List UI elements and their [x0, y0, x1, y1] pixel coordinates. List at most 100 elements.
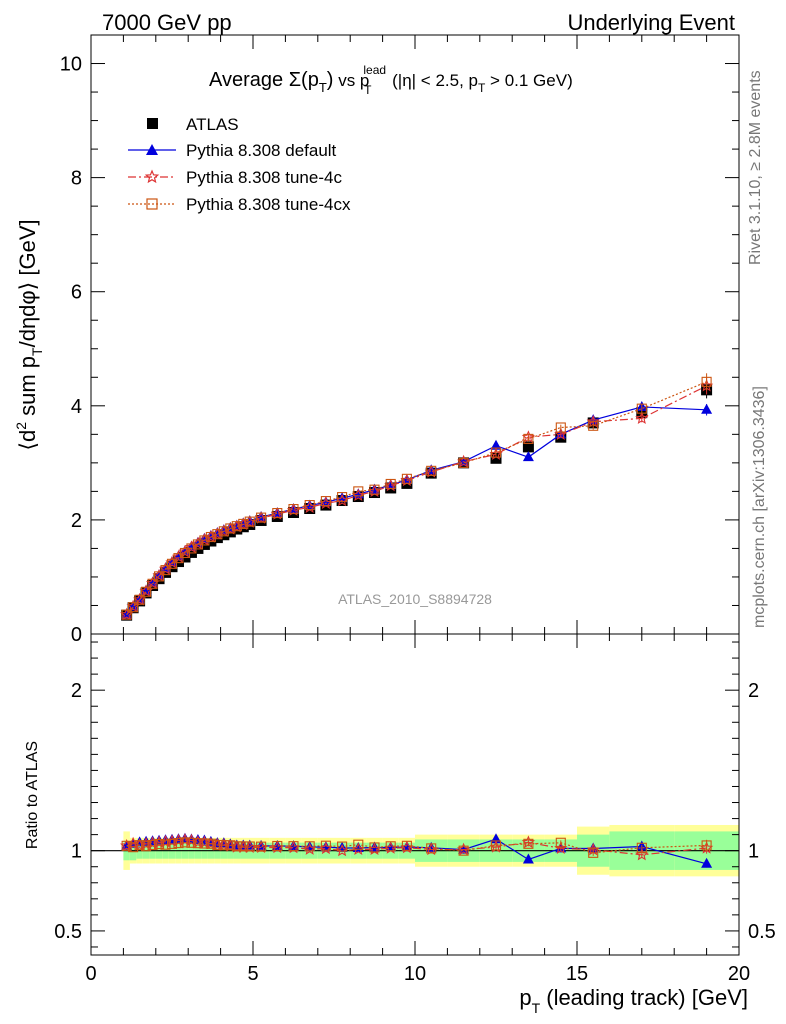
tune4cx-ratio-point	[320, 840, 331, 851]
tune4cx-ratio-point	[369, 842, 380, 853]
x-tick-label: 15	[566, 963, 588, 985]
atlas-data-point	[490, 452, 502, 464]
tune4cx-point	[256, 512, 267, 523]
ratio-plot-series	[120, 832, 714, 868]
tune4cx-ratio-point	[588, 847, 599, 858]
main-y-axis-label: ⟨d2 sum pT/dηdφ⟩ [GeV]	[13, 219, 45, 450]
axis-tick-labels: 0 5 10 15 20 0 2 4 6 8 10 0.5 0.5 1 1 2 2	[54, 54, 776, 985]
tune4cx-ratio-point	[205, 838, 216, 849]
legend-tune4c-marker	[144, 169, 160, 184]
tune4cx-ratio-point	[199, 838, 210, 849]
tune4cx-ratio-point	[701, 840, 712, 851]
x-tick-label: 10	[404, 963, 426, 985]
tune4cx-point	[385, 478, 396, 490]
tune4c-point	[635, 411, 649, 424]
atlas-data-point	[172, 556, 184, 568]
tune4cx-ratio-point	[490, 840, 502, 851]
tune4cx-ratio-point	[458, 845, 469, 856]
tune4cx-ratio-point	[385, 841, 396, 852]
tune4cx-point	[490, 447, 502, 458]
tune4cx-ratio-point	[212, 839, 223, 851]
default-point	[490, 439, 502, 450]
tune4cx-ratio-point	[244, 841, 255, 852]
tune4cx-point	[304, 500, 315, 511]
tune4cx-point	[212, 529, 223, 540]
tune4cx-point	[121, 609, 132, 620]
tune4cx-point	[225, 523, 236, 534]
analysis-watermark: ATLAS_2010_S8894728	[338, 591, 492, 607]
default-point	[522, 451, 534, 462]
ratio-y-axis-label: Ratio to ATLAS	[24, 741, 41, 849]
tune4cx-ratio-point	[555, 837, 566, 848]
mcplots-info-label: mcplots.cern.ch [arXiv:1306.3436]	[751, 386, 768, 628]
tune4cx-ratio-point	[153, 839, 165, 850]
tune4cx-ratio-point	[218, 840, 229, 851]
tune4cx-point	[701, 376, 712, 387]
tune4cx-point	[320, 496, 331, 507]
tune4cx-point	[128, 602, 139, 613]
tune4cx-point	[401, 473, 412, 484]
tune4cx-point	[153, 571, 165, 582]
ratio-plot-frame	[90, 633, 740, 956]
atlas-data-point	[218, 529, 230, 541]
ratio-y-tick-label: 0.5	[54, 921, 82, 943]
header-left: 7000 GeV pp	[102, 10, 232, 35]
tune4cx-point	[555, 422, 566, 433]
tune4cx-point	[147, 578, 158, 589]
tune4c-line	[126, 385, 707, 615]
atlas-data-point	[211, 532, 223, 544]
main-y-tick-label: 8	[71, 168, 82, 190]
x-tick-label: 5	[247, 963, 258, 985]
tune4cx-point	[199, 535, 210, 546]
atlas-data-point	[166, 561, 178, 573]
tune4cx-point	[134, 594, 145, 605]
ratio-y-tick-label-right: 2	[748, 680, 759, 702]
ratio-y-tick-label: 1	[71, 841, 82, 863]
tune4cx-ratio-point	[337, 841, 348, 852]
tune4cx-ratio-point	[141, 841, 152, 852]
tune4cx-ratio-point	[186, 837, 197, 848]
atlas-data-point	[522, 441, 534, 453]
ratio-y-tick-label: 2	[71, 680, 82, 702]
legend: ATLAS Pythia 8.308 default Pythia 8.308 …	[128, 115, 351, 214]
tune4cx-ratio-point	[192, 838, 203, 849]
main-y-tick-label: 0	[71, 624, 82, 646]
plot-title: Average Σ(pT) vs plead T (|η| < 2.5, pT >…	[209, 63, 573, 97]
tune4cx-point	[238, 518, 249, 529]
tune4cx-point	[426, 465, 437, 476]
x-axis-label: pT (leading track) [GeV]	[519, 985, 748, 1016]
legend-tune4cx-marker	[146, 198, 158, 210]
tune4cx-point	[173, 553, 184, 564]
tune4cx-ratio-point	[179, 837, 191, 848]
main-y-tick-label: 2	[71, 510, 82, 532]
tune4cx-ratio-point	[256, 841, 267, 852]
tune4cx-ratio-point	[128, 842, 139, 853]
tune4cx-line	[126, 381, 707, 615]
tune4cx-ratio-point	[636, 842, 647, 853]
tune4cx-point	[141, 586, 152, 597]
tune4cx-point	[636, 403, 647, 414]
default-point	[701, 403, 713, 414]
tune4cx-point	[458, 457, 469, 468]
tune4cx-ratio-point	[134, 840, 145, 851]
main-plot-series	[120, 373, 714, 621]
tune4cx-point	[160, 565, 171, 576]
tune4cx-point	[337, 492, 348, 503]
legend-atlas-label: ATLAS	[186, 115, 239, 134]
tune4c-ratio-point	[635, 847, 649, 861]
main-y-tick-label: 4	[71, 396, 82, 418]
main-y-tick-label: 6	[71, 282, 82, 304]
default-line	[126, 406, 707, 615]
tune4cx-ratio-point	[166, 838, 178, 849]
tune4cx-point	[353, 486, 364, 497]
rivet-info-label: Rivet 3.1.10, ≥ 2.8M events	[747, 70, 764, 265]
ratio-y-tick-label-right: 0.5	[748, 921, 776, 943]
tune4cx-ratio-point	[173, 838, 184, 849]
x-tick-label: 20	[728, 963, 750, 985]
tune4cx-point	[218, 526, 229, 537]
tune4cx-point	[288, 504, 299, 515]
ratio-y-tick-label-right: 1	[748, 841, 759, 863]
tune4cx-ratio-point	[353, 839, 364, 850]
tune4cx-ratio-point	[238, 841, 249, 852]
legend-default-marker	[146, 144, 158, 155]
